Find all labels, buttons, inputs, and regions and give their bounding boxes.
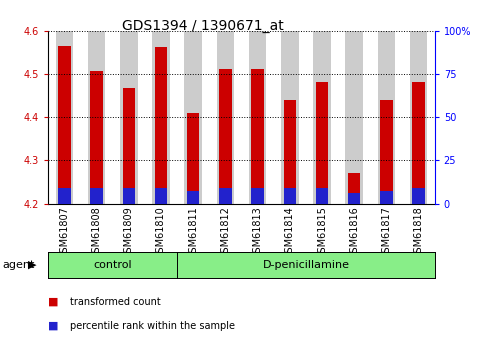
Bar xyxy=(348,174,360,204)
Bar xyxy=(58,46,71,204)
Text: D-penicillamine: D-penicillamine xyxy=(262,260,349,270)
Bar xyxy=(281,31,298,204)
Bar xyxy=(185,31,202,204)
Bar xyxy=(378,31,395,204)
Bar xyxy=(410,31,427,204)
Bar xyxy=(187,191,199,204)
Bar xyxy=(88,31,105,204)
Bar xyxy=(316,82,328,204)
Bar xyxy=(120,31,138,204)
Text: ■: ■ xyxy=(48,297,59,307)
Text: GDS1394 / 1390671_at: GDS1394 / 1390671_at xyxy=(122,19,284,33)
Bar xyxy=(187,113,199,204)
Bar xyxy=(251,188,264,204)
Bar xyxy=(345,31,363,204)
Bar xyxy=(219,69,232,204)
Bar xyxy=(316,188,328,204)
Bar xyxy=(58,188,71,204)
Bar xyxy=(313,31,331,204)
Text: ■: ■ xyxy=(48,321,59,331)
Text: transformed count: transformed count xyxy=(70,297,161,307)
Bar xyxy=(90,188,103,204)
Bar xyxy=(155,47,167,204)
Bar xyxy=(284,188,296,204)
Bar xyxy=(219,188,232,204)
Bar xyxy=(412,188,425,204)
Bar xyxy=(380,191,393,204)
Bar xyxy=(251,69,264,204)
Bar xyxy=(56,31,73,204)
Bar xyxy=(412,82,425,204)
Bar xyxy=(123,188,135,204)
Text: agent: agent xyxy=(2,260,35,270)
Bar xyxy=(380,100,393,204)
Bar xyxy=(284,100,296,204)
Bar xyxy=(123,88,135,204)
Bar xyxy=(348,193,360,204)
Bar xyxy=(216,31,234,204)
Bar xyxy=(249,31,267,204)
Bar xyxy=(155,188,167,204)
Text: percentile rank within the sample: percentile rank within the sample xyxy=(70,321,235,331)
Bar xyxy=(90,71,103,204)
Text: control: control xyxy=(93,260,132,270)
Bar xyxy=(152,31,170,204)
Text: ▶: ▶ xyxy=(28,260,36,270)
